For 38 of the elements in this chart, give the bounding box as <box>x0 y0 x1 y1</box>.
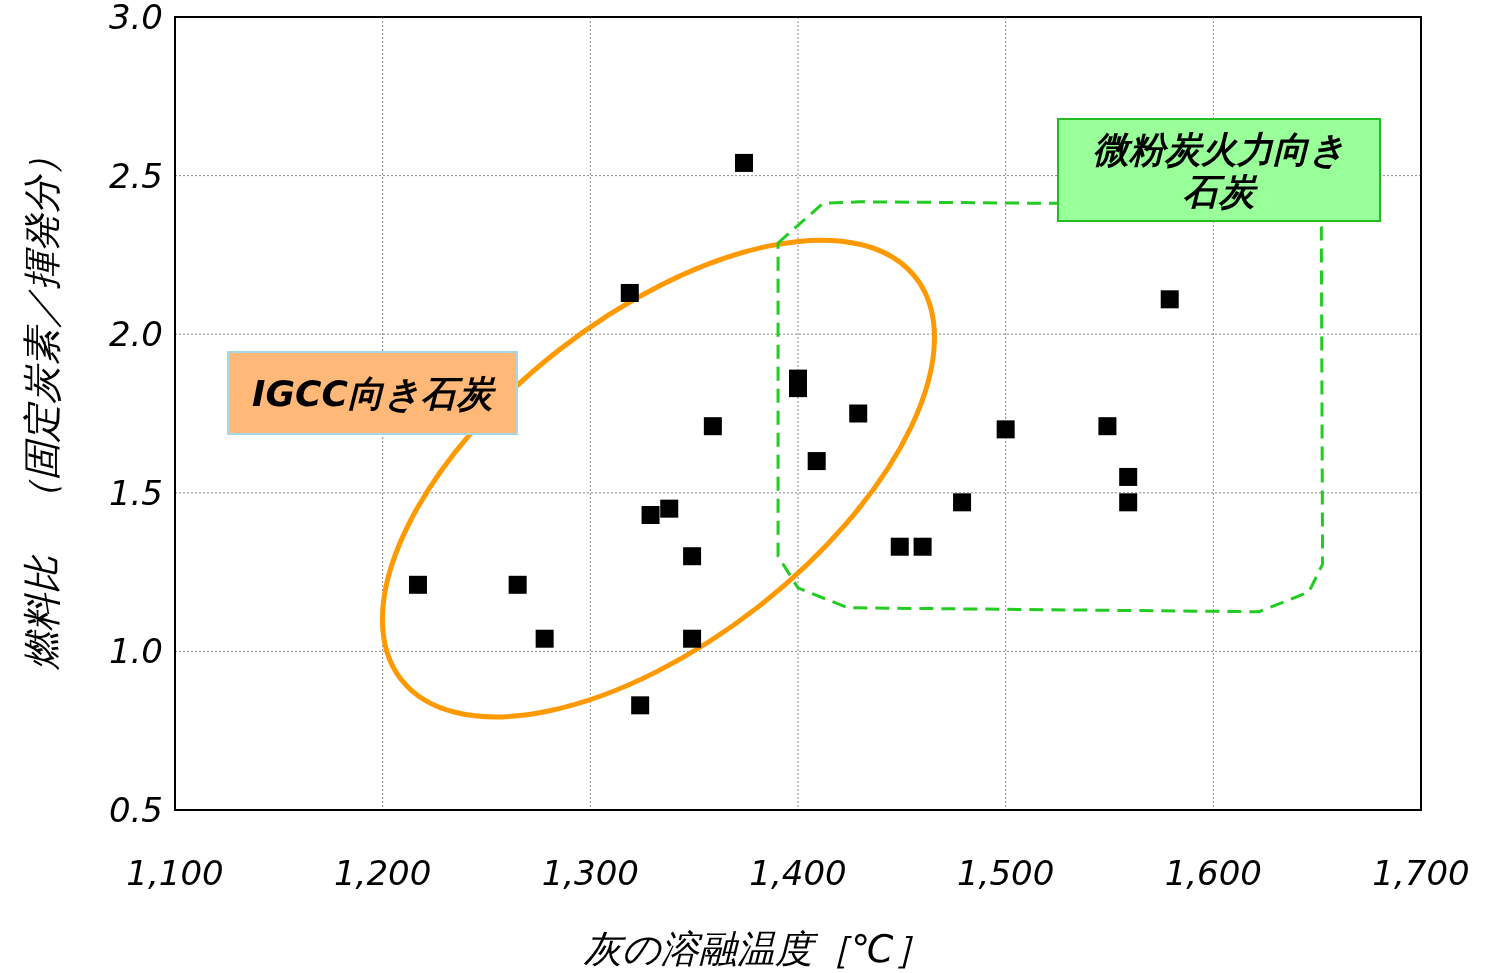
y-tick-label: 2.0 <box>108 314 163 355</box>
x-tick-label: 1,500 <box>956 853 1055 893</box>
x-tick-label: 1,200 <box>333 853 432 893</box>
point <box>703 417 722 436</box>
point <box>1119 467 1138 486</box>
point <box>631 696 650 715</box>
point <box>535 629 554 648</box>
y-tick-label: 0.5 <box>108 790 163 830</box>
point <box>1098 417 1117 436</box>
point <box>1160 290 1179 309</box>
point <box>683 547 702 566</box>
point <box>660 499 679 518</box>
point <box>890 537 909 556</box>
point <box>953 493 972 512</box>
point <box>735 153 754 172</box>
point <box>408 575 427 594</box>
annotation: 微粉炭火力向き石炭 <box>1092 129 1346 212</box>
point <box>508 575 527 594</box>
x-tick-label: 1,300 <box>541 853 640 893</box>
y-tick-label: 2.5 <box>108 155 163 196</box>
point <box>996 420 1015 439</box>
point <box>620 283 639 302</box>
y-tick-label: 1.5 <box>108 472 163 513</box>
point <box>849 404 868 423</box>
point <box>683 629 702 648</box>
point <box>807 452 826 471</box>
x-tick-label: 1,100 <box>126 853 224 893</box>
annotation: IGCC向き石炭 <box>252 373 497 414</box>
point <box>913 537 932 556</box>
x-axis-title: 灰の溶融温度［℃］ <box>583 927 932 971</box>
x-tick-label: 1,600 <box>1164 853 1263 893</box>
point <box>641 506 660 524</box>
y-tick-label: 3.0 <box>108 0 163 37</box>
x-tick-label: 1,700 <box>1372 853 1470 893</box>
point <box>1119 493 1138 512</box>
x-tick-label: 1,400 <box>749 853 847 893</box>
y-axis-title: 燃料比 （固定炭素／揮発分） <box>20 137 64 671</box>
y-tick-label: 1.0 <box>108 631 163 672</box>
